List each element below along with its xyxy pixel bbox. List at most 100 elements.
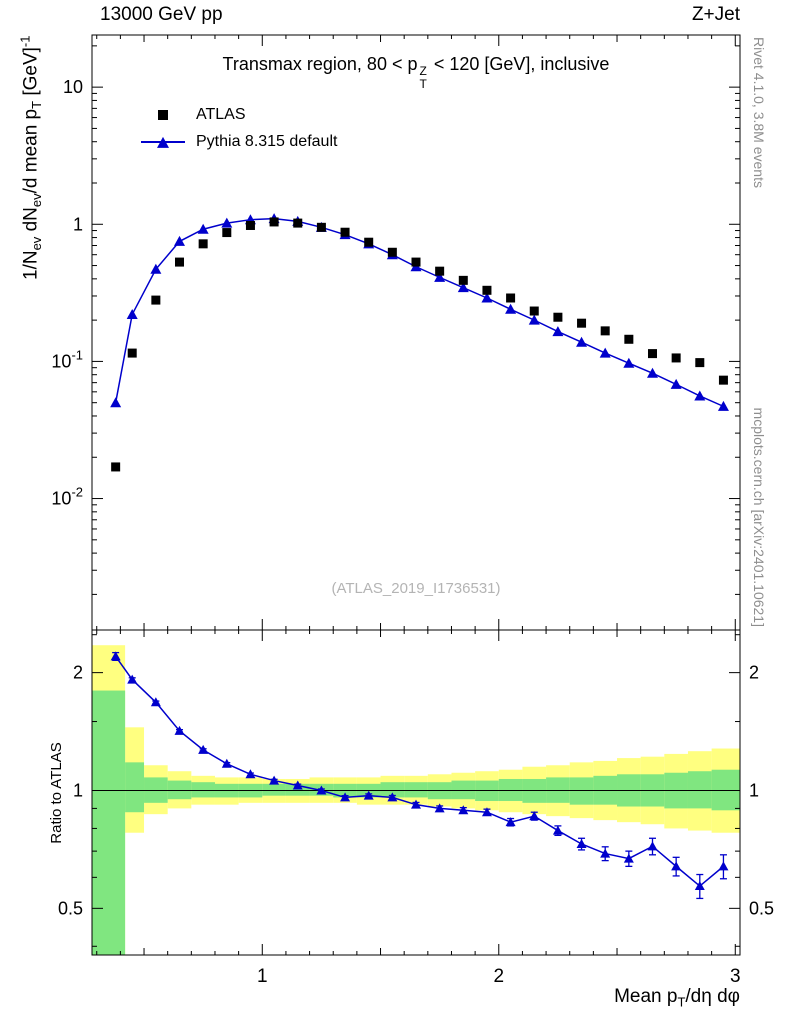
atlas-marker	[647, 349, 657, 359]
ratio-y-tick-label: 0.5	[749, 898, 774, 918]
ratio-marker	[576, 838, 587, 848]
ratio-series	[110, 651, 729, 900]
pythia-marker	[505, 303, 517, 314]
ratio-marker	[340, 792, 351, 802]
xlabel-seg: /dη dφ	[685, 986, 740, 1007]
ratio-marker	[221, 758, 232, 768]
ratio-marker	[174, 725, 185, 735]
ratio-marker	[387, 792, 398, 802]
ratio-marker	[245, 769, 256, 779]
pythia-marker	[599, 347, 611, 358]
atlas-marker	[458, 275, 468, 285]
ratio-marker	[481, 807, 492, 817]
ratio-marker	[127, 674, 138, 684]
pythia-marker	[717, 400, 729, 411]
title-post: < 120 [GeV], inclusive	[428, 54, 610, 74]
band-green-bin	[92, 690, 126, 955]
atlas-marker	[245, 220, 255, 230]
ratio-y-tick-label: 2	[749, 663, 759, 683]
main-y-axis-label: 1/Nev dNev/d mean pT [GeV]-1	[17, 35, 45, 631]
beam-energy-label: 13000 GeV pp	[100, 4, 223, 25]
pythia-marker	[150, 263, 162, 274]
pythia-marker	[126, 308, 138, 319]
y-tick-label: 10-2	[51, 485, 83, 509]
legend: ATLAS Pythia 8.315 default	[140, 101, 337, 155]
ylabel-sub: ev	[29, 236, 45, 251]
xlabel-sub: T	[677, 994, 686, 1010]
axis-ticks	[92, 35, 740, 955]
band-green-bin	[125, 762, 145, 813]
ylabel-seg: [GeV]	[20, 47, 42, 101]
ratio-marker	[529, 811, 540, 821]
ratio-frame	[91, 629, 741, 956]
ratio-marker	[694, 881, 705, 891]
legend-label-atlas: ATLAS	[196, 105, 246, 123]
xlabel-seg: Mean p	[614, 986, 678, 1007]
atlas-marker	[577, 318, 587, 328]
ylabel-seg: dN	[20, 207, 42, 237]
atlas-marker	[340, 227, 350, 237]
x-tick-label: 1	[257, 966, 268, 987]
ratio-marker	[411, 799, 421, 809]
atlas-marker	[529, 306, 539, 316]
title-sub: T	[419, 76, 427, 91]
atlas-marker	[387, 247, 397, 257]
ratio-marker	[552, 825, 563, 835]
pythia-triangle-icon	[157, 136, 169, 148]
ratio-marker	[623, 853, 634, 863]
title-pre: Transmax region, 80 < p	[222, 54, 418, 74]
atlas-marker	[316, 222, 326, 232]
atlas-marker	[695, 358, 705, 368]
atlas-marker	[111, 462, 121, 472]
atlas-marker	[482, 285, 492, 295]
ylabel-sub: T	[29, 100, 45, 109]
ratio-y-tick-label: 2	[73, 663, 83, 683]
ratio-y-axis-label: Ratio to ATLAS	[48, 742, 65, 844]
ratio-y-tick-label: 1	[749, 780, 759, 800]
pythia-marker	[694, 390, 706, 401]
pythia-marker	[528, 314, 540, 325]
band-green-bin	[451, 780, 476, 800]
legend-item-atlas: ATLAS	[140, 101, 337, 128]
pythia-marker	[670, 378, 682, 389]
pythia-marker	[174, 235, 186, 246]
band-green-bin	[404, 782, 428, 798]
atlas-marker	[222, 228, 232, 238]
ratio-y-tick-label: 0.5	[58, 898, 83, 918]
band-green-bin	[380, 782, 405, 798]
pythia-marker	[646, 367, 658, 378]
pythia-marker	[434, 271, 446, 282]
legend-marker-box	[140, 109, 186, 120]
pythia-marker	[221, 217, 233, 228]
atlas-marker	[671, 353, 681, 363]
pythia-marker	[576, 336, 588, 347]
ratio-marker	[269, 775, 280, 785]
band-green-bin	[285, 783, 310, 796]
atlas-marker	[293, 218, 303, 228]
legend-item-pythia: Pythia 8.315 default	[140, 128, 337, 155]
band-green-bin	[569, 777, 594, 805]
ratio-y-tick-label: 1	[73, 780, 83, 800]
x-tick-label: 3	[730, 966, 741, 987]
atlas-marker	[269, 217, 279, 227]
y-tick-label: 10-1	[51, 347, 83, 371]
atlas-marker	[435, 266, 445, 276]
analysis-watermark: (ATLAS_2019_I1736531)	[331, 580, 501, 597]
band-green-bin	[262, 783, 286, 796]
ratio-marker	[718, 861, 729, 871]
ylabel-sup: -1	[17, 35, 33, 48]
y-tick-label: 1	[73, 214, 83, 234]
ratio-marker	[434, 803, 445, 813]
atlas-marker	[411, 257, 421, 267]
ylabel-sub: ev	[29, 193, 45, 208]
band-green-bin	[687, 771, 712, 809]
pythia-marker	[552, 326, 564, 337]
x-axis-label: Mean pT/dη dφ	[614, 986, 740, 1010]
plot-frames	[91, 34, 741, 956]
ratio-marker	[198, 744, 209, 754]
atlas-marker	[364, 237, 374, 247]
ratio-marker	[671, 861, 682, 871]
